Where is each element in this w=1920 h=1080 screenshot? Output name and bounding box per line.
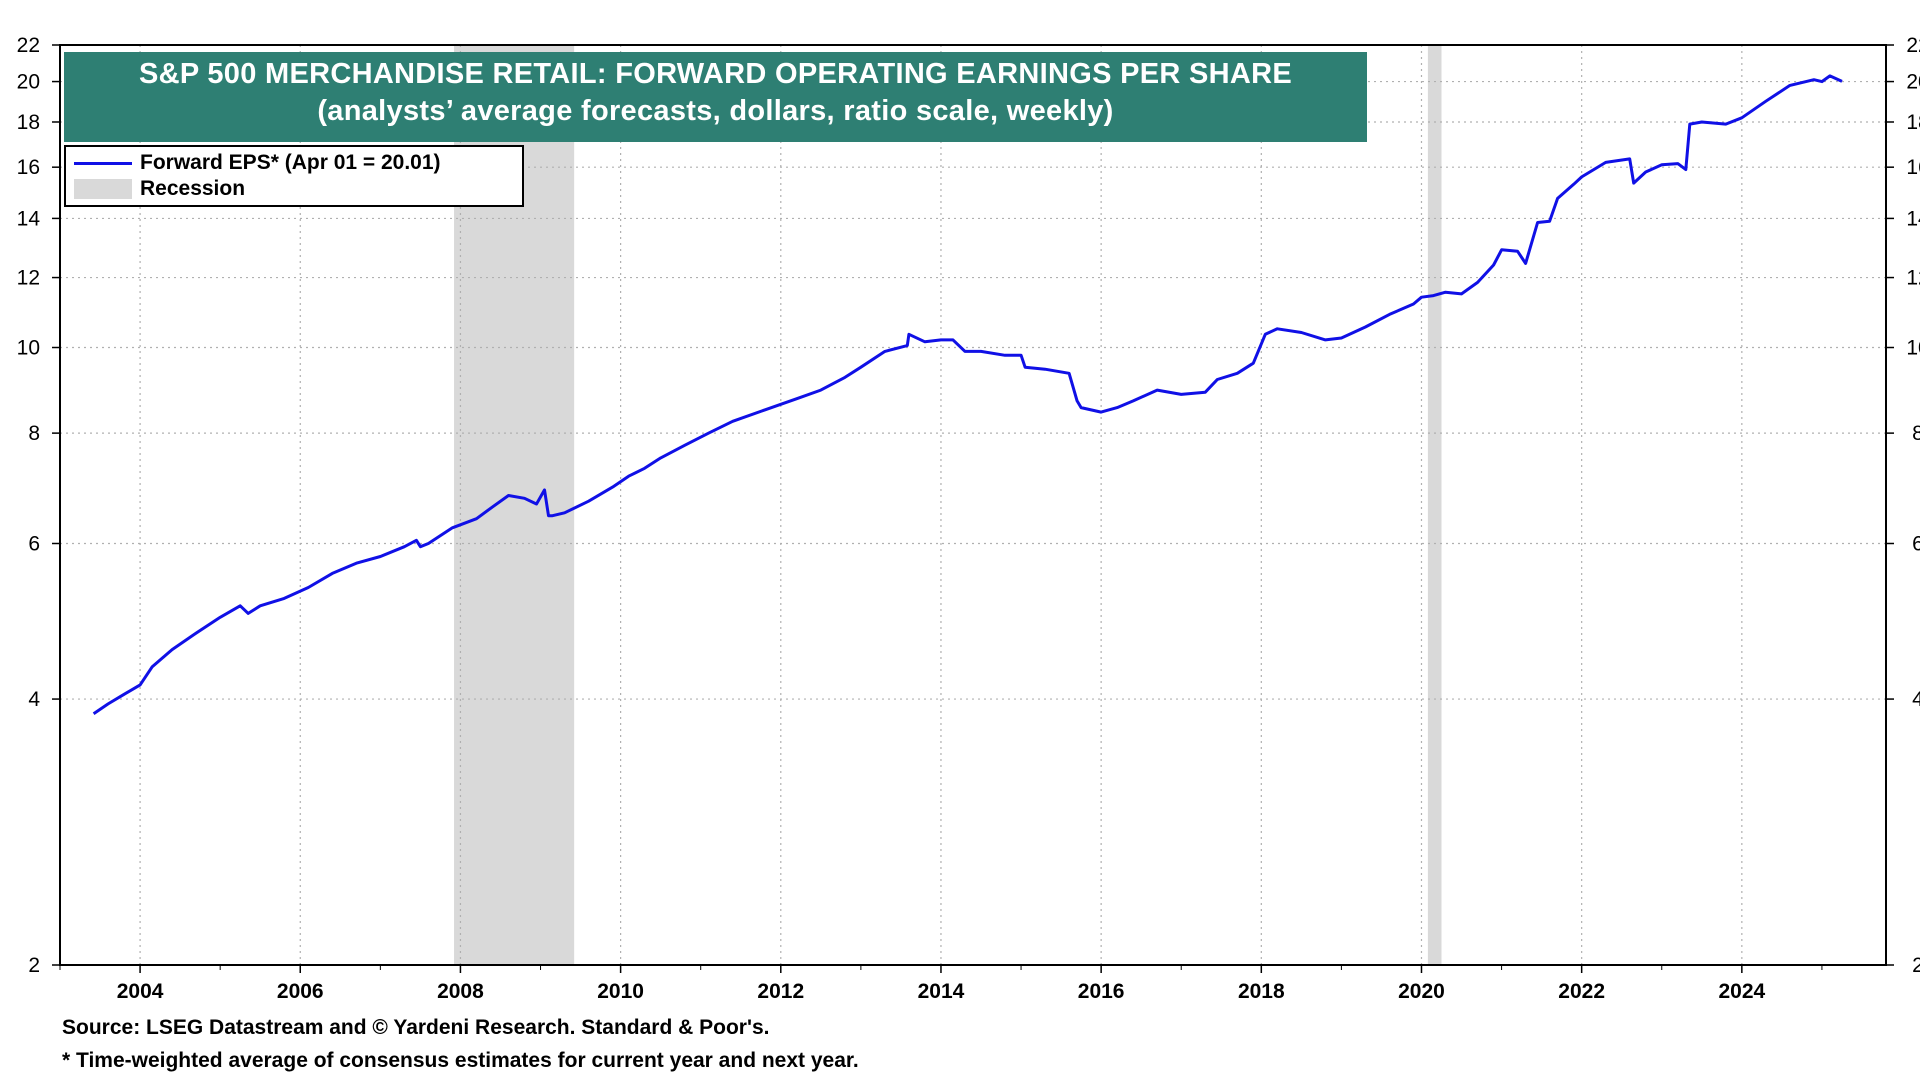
x-tick-label: 2004 [117,980,164,1003]
x-tick-label: 2012 [757,980,804,1003]
y-tick-label-right: 10 [1906,337,1920,360]
y-tick-label-right: 4 [1912,688,1920,711]
x-tick-label: 2010 [597,980,644,1003]
legend: Forward EPS* (Apr 01 = 20.01) Recession [64,145,524,207]
chart-title-box: S&P 500 MERCHANDISE RETAIL: FORWARD OPER… [64,52,1367,142]
y-tick-label-right: 22 [1906,34,1920,57]
y-tick-label-right: 6 [1912,532,1920,555]
y-tick-label-right: 8 [1912,422,1920,445]
y-tick-label-left: 2 [28,954,40,977]
y-tick-label-right: 14 [1906,207,1920,230]
y-tick-label-right: 16 [1906,156,1920,179]
y-tick-label-right: 2 [1912,954,1920,977]
x-tick-label: 2016 [1078,980,1125,1003]
y-tick-label-left: 10 [17,337,40,360]
footnote: * Time-weighted average of consensus est… [62,1049,859,1072]
x-tick-label: 2018 [1238,980,1285,1003]
y-tick-label-right: 12 [1906,267,1920,290]
y-tick-label-left: 4 [28,688,40,711]
x-tick-label: 2020 [1398,980,1445,1003]
x-tick-label: 2006 [277,980,324,1003]
x-tick-label: 2022 [1558,980,1605,1003]
y-tick-label-right: 18 [1906,111,1920,134]
y-tick-label-left: 18 [17,111,40,134]
recession-bands [454,45,1442,965]
axes: 2244668810101212141416161818202022222004… [17,34,1920,1003]
recession-band-1 [1427,45,1442,965]
legend-item-forward-eps: Forward EPS* (Apr 01 = 20.01) [74,151,441,175]
y-tick-label-right: 20 [1906,71,1920,94]
series-layer [92,74,1843,715]
legend-recession-swatch [74,179,132,199]
source-note: Source: LSEG Datastream and © Yardeni Re… [62,1016,770,1039]
legend-item-recession: Recession [74,177,245,201]
legend-label-recession: Recession [140,177,246,200]
y-tick-label-left: 6 [28,532,40,555]
x-tick-label: 2014 [918,980,965,1003]
y-tick-label-left: 16 [17,156,40,179]
chart-subtitle: (analysts’ average forecasts, dollars, r… [317,95,1114,127]
y-tick-label-left: 14 [17,207,41,230]
legend-label-forward-eps: Forward EPS* (Apr 01 = 20.01) [140,151,441,174]
y-tick-label-left: 22 [17,34,40,57]
legend-line-swatch [74,161,132,165]
y-tick-label-left: 20 [17,71,40,94]
y-tick-label-left: 8 [28,422,40,445]
chart-title: S&P 500 MERCHANDISE RETAIL: FORWARD OPER… [138,58,1293,90]
plot-frame [59,44,1887,966]
x-tick-label: 2008 [437,980,484,1003]
series-line-forward-eps [92,74,1843,715]
x-tick-label: 2024 [1718,980,1765,1003]
y-tick-label-left: 12 [17,267,40,290]
